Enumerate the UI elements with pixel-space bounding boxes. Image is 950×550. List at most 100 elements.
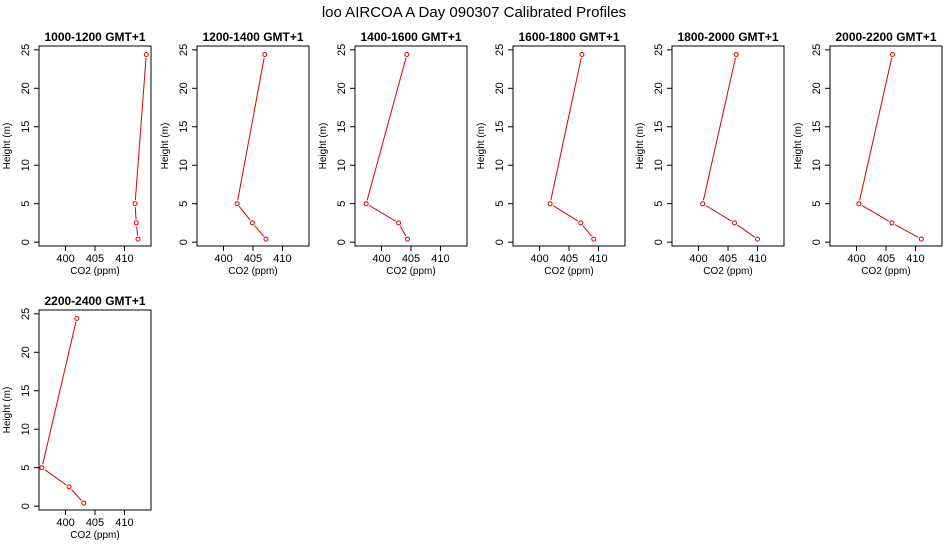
data-point (135, 236, 141, 242)
x-tick-label: 405 (877, 253, 895, 265)
x-axis-label: CO2 (ppm) (703, 266, 752, 277)
y-tick-label: 10 (178, 159, 190, 171)
y-tick-label: 15 (178, 121, 190, 133)
y-axis-label: Height (m) (793, 123, 804, 170)
y-tick-label: 5 (494, 201, 506, 207)
y-tick-label: 25 (811, 44, 823, 56)
chart-panel-4: 1600-1800 GMT+1 400 405 410 0 5 10 15 20 25 CO2 (p… (476, 30, 626, 277)
series-segment (237, 57, 265, 201)
series-segment (894, 224, 919, 238)
y-tick-label: 20 (336, 82, 348, 94)
x-tick-label: 400 (530, 253, 548, 265)
x-axis-label: CO2 (ppm) (861, 266, 910, 277)
x-tick-label: 400 (214, 253, 232, 265)
y-tick-label: 25 (178, 44, 190, 56)
series-segment (702, 57, 736, 201)
data-point (889, 51, 895, 57)
x-tick-label: 405 (560, 253, 578, 265)
y-tick-label: 10 (20, 159, 32, 171)
data-point (74, 315, 80, 321)
panel-title: 2000-2200 GMT+1 (835, 30, 936, 44)
chart-panel-7: 2200-2400 GMT+1 400 405 410 0 5 10 15 20 25 CO2 (p… (2, 294, 152, 541)
plot-frame (671, 45, 785, 247)
data-point (132, 201, 138, 207)
plot-frame (196, 45, 310, 247)
x-tick-label: 410 (431, 253, 449, 265)
panel-title: 1000-1200 GMT+1 (44, 30, 145, 44)
y-tick-label: 15 (494, 121, 506, 133)
data-point (578, 220, 584, 226)
chart-panel-5: 1800-2000 GMT+1 400 405 410 0 5 10 15 20 25 CO2 (p… (635, 30, 785, 277)
y-tick-label: 0 (178, 239, 190, 245)
series-segment (136, 226, 139, 236)
y-tick-label: 25 (494, 44, 506, 56)
y-tick-label: 5 (336, 201, 348, 207)
series-segment (134, 57, 147, 201)
x-tick-label: 410 (115, 253, 133, 265)
data-point (733, 51, 739, 57)
plot-frame (829, 45, 943, 247)
series-segment (552, 205, 579, 222)
x-tick-label: 405 (719, 253, 737, 265)
panel-title: 1800-2000 GMT+1 (677, 30, 778, 44)
series-segment (238, 206, 251, 221)
y-tick-label: 10 (494, 159, 506, 171)
y-axis-label: Height (m) (160, 123, 171, 170)
series-segment (366, 57, 407, 201)
y-tick-label: 20 (653, 82, 665, 94)
x-tick-label: 400 (689, 253, 707, 265)
panel-title: 2200-2400 GMT+1 (44, 294, 145, 308)
y-tick-label: 25 (20, 44, 32, 56)
y-axis-label: Height (m) (635, 123, 646, 170)
plot-frame (354, 45, 468, 247)
data-point (579, 51, 585, 57)
y-axis-label: Height (m) (2, 123, 13, 170)
series-segment (44, 469, 67, 486)
data-point (249, 220, 255, 226)
data-point (856, 201, 862, 207)
x-tick-label: 410 (115, 517, 133, 529)
x-tick-label: 400 (847, 253, 865, 265)
y-tick-label: 5 (178, 201, 190, 207)
x-tick-label: 410 (589, 253, 607, 265)
y-tick-label: 5 (20, 465, 32, 471)
x-tick-label: 400 (56, 517, 74, 529)
series-segment (368, 205, 396, 222)
series-segment (737, 224, 755, 238)
x-tick-label: 405 (86, 253, 104, 265)
y-tick-label: 20 (811, 82, 823, 94)
y-tick-label: 15 (20, 385, 32, 397)
y-tick-label: 20 (494, 82, 506, 94)
y-tick-label: 0 (494, 239, 506, 245)
y-tick-label: 0 (653, 239, 665, 245)
data-point (700, 201, 706, 207)
data-point (39, 465, 45, 471)
x-tick-label: 400 (56, 253, 74, 265)
plot-frame (38, 45, 152, 247)
data-point (363, 201, 369, 207)
series-segment (705, 205, 732, 222)
x-axis-label: CO2 (ppm) (70, 266, 119, 277)
y-tick-label: 20 (178, 82, 190, 94)
data-point (404, 51, 410, 57)
y-tick-label: 0 (20, 239, 32, 245)
data-point (133, 220, 139, 226)
y-tick-label: 25 (653, 44, 665, 56)
x-axis-label: CO2 (ppm) (386, 266, 435, 277)
series-segment (859, 57, 893, 201)
y-tick-label: 20 (20, 82, 32, 94)
data-point (547, 201, 553, 207)
series-segment (254, 225, 265, 237)
y-axis-label: Height (m) (2, 387, 13, 434)
series-segment (134, 207, 137, 220)
y-tick-label: 15 (653, 121, 665, 133)
chart-panel-2: 1200-1400 GMT+1 400 405 410 0 5 10 15 20 25 CO2 (p… (160, 30, 310, 277)
y-tick-label: 10 (336, 159, 348, 171)
y-tick-label: 10 (653, 159, 665, 171)
data-point (262, 51, 268, 57)
y-tick-label: 15 (811, 121, 823, 133)
data-point (81, 500, 87, 506)
y-axis-label: Height (m) (318, 123, 329, 170)
y-tick-label: 0 (336, 239, 348, 245)
